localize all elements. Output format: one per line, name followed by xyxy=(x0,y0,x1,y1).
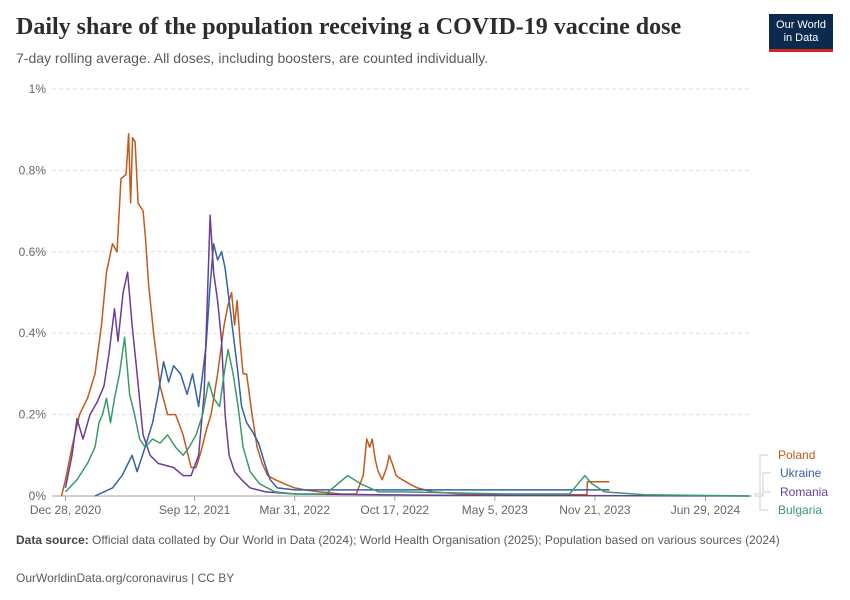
x-tick-label: Sep 12, 2021 xyxy=(159,503,231,517)
legend-label-bulgaria[interactable]: Bulgaria xyxy=(778,503,822,517)
series-line-poland xyxy=(60,133,610,497)
y-tick-label: 1% xyxy=(29,82,47,96)
y-tick-label: 0.6% xyxy=(19,245,47,259)
owid-logo[interactable]: Our World in Data xyxy=(769,14,833,52)
series-line-ukraine xyxy=(94,242,610,497)
data-source: Data source: Official data collated by O… xyxy=(16,533,816,548)
series-line-romania xyxy=(64,214,750,497)
series-lines xyxy=(60,133,750,497)
x-tick-label: May 5, 2023 xyxy=(462,503,528,517)
data-source-text: Official data collated by Our World in D… xyxy=(92,533,780,547)
logo-line-2: in Data xyxy=(783,32,819,44)
x-tick-label: Jun 29, 2024 xyxy=(671,503,741,517)
legend-connector-poland xyxy=(754,454,768,495)
legend-label-ukraine[interactable]: Ukraine xyxy=(780,466,822,480)
x-tick-label: Dec 28, 2020 xyxy=(30,503,102,517)
legend[interactable]: Poland Ukraine Romania Bulgaria xyxy=(754,448,828,517)
y-tick-label: 0% xyxy=(29,489,47,503)
legend-connector-ukraine xyxy=(754,472,771,495)
series-line-bulgaria xyxy=(64,336,750,497)
legend-label-romania[interactable]: Romania xyxy=(780,485,828,499)
x-tick-label: Mar 31, 2022 xyxy=(259,503,330,517)
y-tick-label: 0.2% xyxy=(19,408,47,422)
logo-line-1: Our World xyxy=(776,19,826,31)
legend-connector-bulgaria xyxy=(754,495,768,511)
credit-line[interactable]: OurWorldinData.org/coronavirus | CC BY xyxy=(16,571,235,585)
legend-label-poland[interactable]: Poland xyxy=(778,448,815,462)
y-tick-label: 0.8% xyxy=(19,163,47,177)
grid xyxy=(52,88,752,497)
line-chart: 0% 0.2% 0.4% 0.6% 0.8% 1% Dec 28, 2020 Sep 12,… xyxy=(19,82,829,517)
chart-title: Daily share of the population receiving … xyxy=(16,14,682,40)
y-tick-label: 0.4% xyxy=(19,326,47,340)
y-axis-ticks: 0% 0.2% 0.4% 0.6% 0.8% 1% xyxy=(19,82,47,503)
data-source-label: Data source: xyxy=(16,533,89,547)
x-tick-label: Nov 21, 2023 xyxy=(559,503,631,517)
chart-subtitle: 7-day rolling average. All doses, includ… xyxy=(16,50,489,66)
x-axis-ticks: Dec 28, 2020 Sep 12, 2021 Mar 31, 2022 Oct … xyxy=(30,496,741,517)
x-tick-label: Oct 17, 2022 xyxy=(360,503,429,517)
